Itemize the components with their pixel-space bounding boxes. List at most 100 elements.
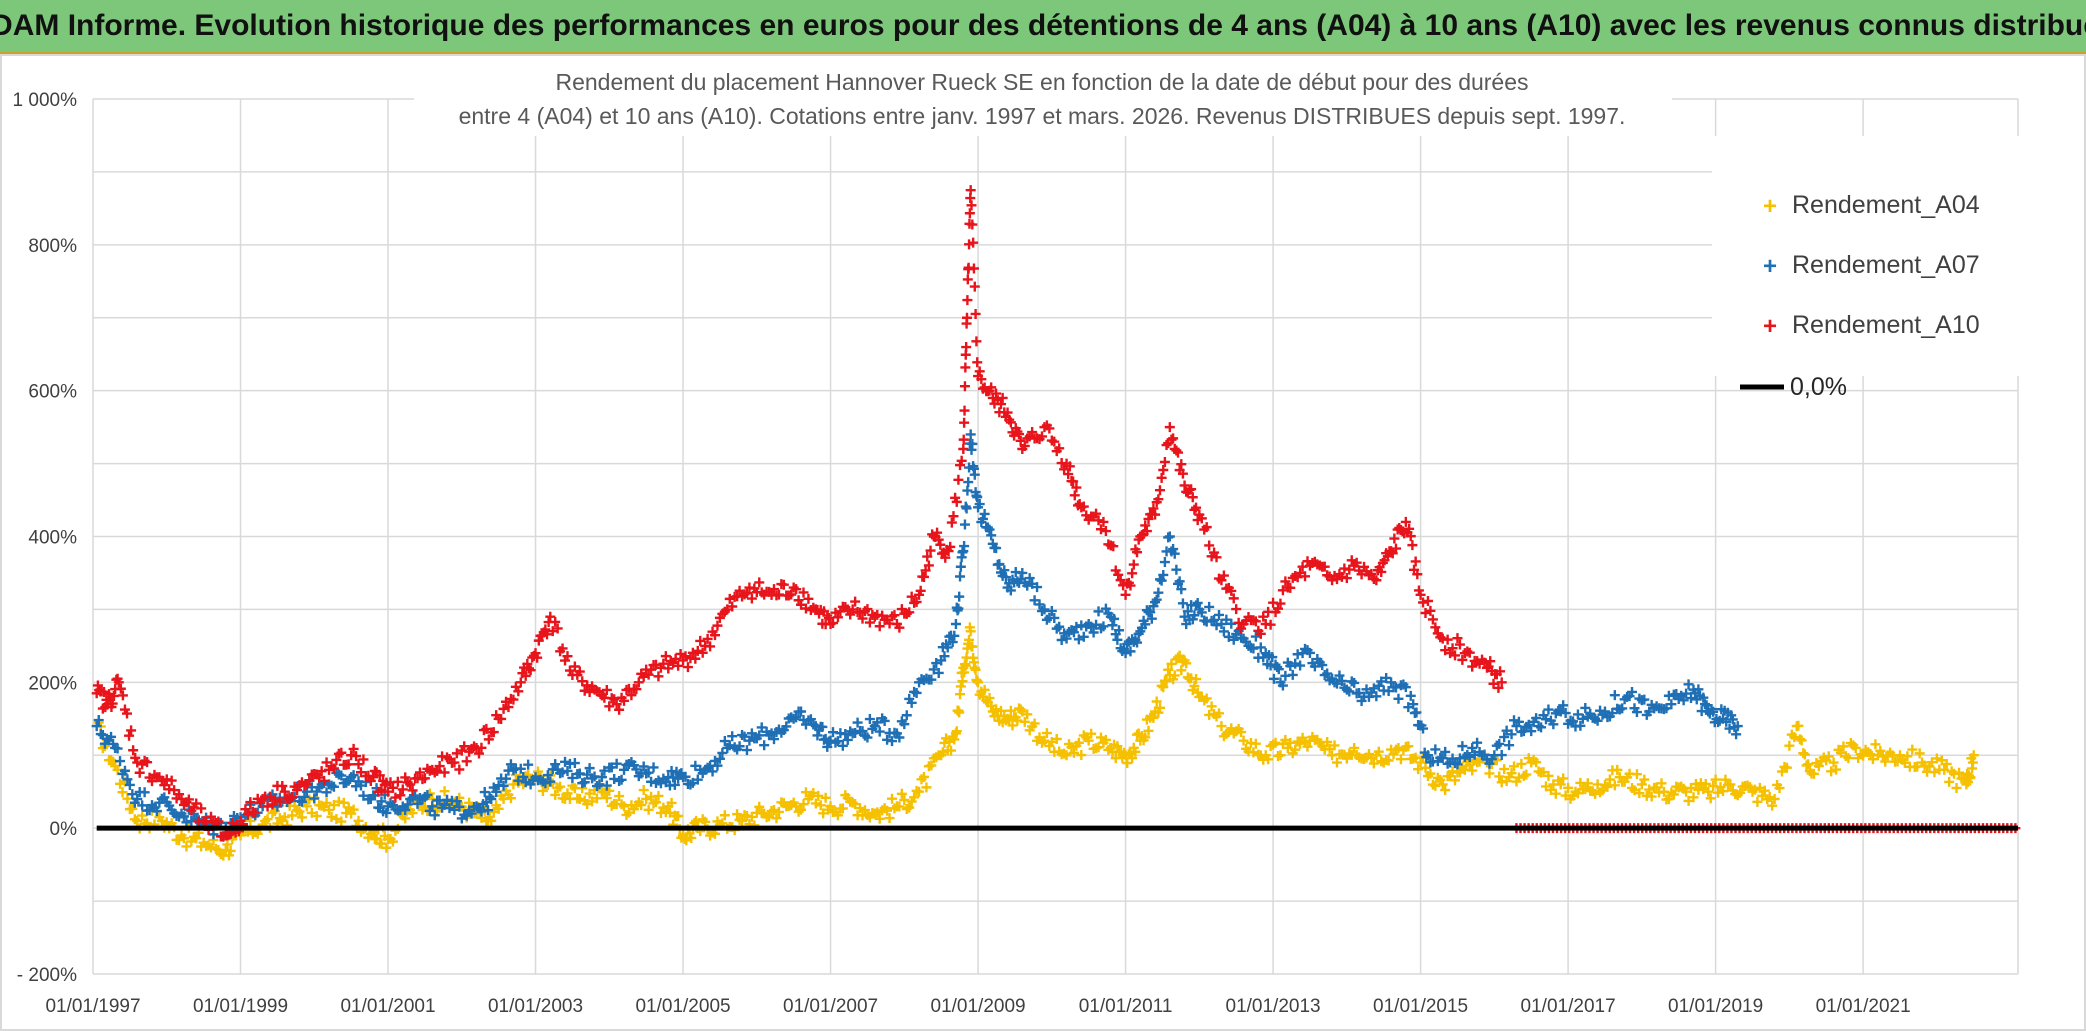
rendement-a07-point [400,805,411,816]
rendement-a04-point [837,803,848,814]
rendement-a10-point [363,770,374,781]
rendement-a04-point [1521,769,1532,780]
rendement-a04-point [614,791,625,802]
rendement-a07-point [707,766,718,777]
rendement-a04-point [1413,764,1424,775]
rendement-a07-point [1440,746,1451,757]
rendement-a10-point [540,624,551,635]
rendement-a04-point [1068,747,1079,758]
rendement-a07-point [137,800,148,811]
rendement-a04-point [798,799,809,810]
rendement-a07-point [874,726,885,737]
rendement-a04-point [1965,772,1976,783]
rendement-a07-point [994,559,1005,570]
rendement-a07-point [579,777,590,788]
rendement-a04-point [973,677,984,688]
rendement-a04-point [1870,739,1881,750]
rendement-a04-point [949,734,960,745]
rendement-a07-point [1526,726,1537,737]
rendement-a10-point [918,571,929,582]
rendement-a10-point [542,629,553,640]
rendement-a10-point [680,651,691,662]
x-tick-label: 01/01/2021 [1816,996,1911,1017]
rendement-a04-point [550,789,561,800]
rendement-a07-point [1575,720,1586,731]
rendement-a07-point [429,810,440,821]
rendement-a10-point [397,784,408,795]
rendement-a04-point [1931,753,1942,764]
rendement-a07-point [1418,723,1429,734]
rendement-a10-point [970,308,981,319]
rendement-a04-point [887,793,898,804]
rendement-a07-point [1196,607,1207,618]
rendement-a04-point [1140,732,1151,743]
rendement-a10-point [374,770,385,781]
x-tick-label: 01/01/1999 [193,996,288,1017]
rendement-a07-point [1371,691,1382,702]
rendement-a07-point [1430,744,1441,755]
rendement-a04-point [754,801,765,812]
rendement-a07-point [328,781,339,792]
rendement-a04-point [1590,788,1601,799]
rendement-a10-point [803,593,814,604]
rendement-a07-point [1218,626,1229,637]
rendement-a10-point [828,617,839,628]
rendement-a04-point [1029,718,1040,729]
rendement-a10-point [962,274,973,285]
rendement-a10-point [533,635,544,646]
rendement-a07-point [1046,605,1057,616]
rendement-a07-point [1277,680,1288,691]
rendement-a07-point [1437,753,1448,764]
rendement-a04-point [1083,735,1094,746]
rendement-a10-point [1442,634,1453,645]
rendement-a04-point [1250,738,1261,749]
rendement-a10-point [695,635,706,646]
rendement-a10-point [964,208,975,219]
rendement-a10-point [1161,440,1172,451]
rendement-a04-point [1509,761,1520,772]
rendement-a10-point [769,584,780,595]
rendement-a04-point [1191,674,1202,685]
rendement-a04-point [813,790,824,801]
rendement-a04-point [1793,720,1804,731]
rendement-a10-point [611,699,622,710]
rendement-a10-point [1204,540,1215,551]
rendement-a10-point [1127,568,1138,579]
rendement-a04-point [1602,781,1613,792]
rendement-a07-point [1568,716,1579,727]
rendement-a07-point [569,758,580,769]
rendement-a07-point [486,794,497,804]
rendement-a07-point [1558,700,1569,711]
rendement-a07-point [1393,693,1404,704]
rendement-a10-point [1272,603,1283,614]
rendement-a10-point [1176,459,1187,470]
rendement-a10-point [287,792,298,803]
rendement-a10-point [1063,469,1074,480]
rendement-a04-point [951,726,962,737]
rendement-a10-point [319,775,330,786]
rendement-a04-point [855,803,866,814]
rendement-a04-point [1796,735,1807,746]
rendement-a10-point [968,263,979,274]
rendement-a10-point [166,775,177,786]
rendement-a04-point [1420,762,1431,773]
rendement-a10-point [850,596,861,607]
rendement-a04-point [178,833,189,844]
rendement-a10-point [348,743,359,754]
rendement-a04-point [1769,794,1780,804]
rendement-a10-point [1177,468,1188,479]
rendement-a10-point [724,593,735,604]
rendement-a10-point [107,698,118,709]
rendement-a10-point [951,496,962,507]
rendement-a04-point [321,798,332,809]
rendement-a04-point [1019,716,1030,727]
rendement-a07-point [1272,662,1283,673]
rendement-a04-point [700,816,711,827]
rendement-a10-point [358,754,369,765]
rendement-a04-point [1531,757,1542,768]
rendement-a07-point [1174,576,1185,587]
rendement-a04-point [979,684,990,695]
rendement-a04-point [1216,721,1227,732]
rendement-a10-point [1132,547,1143,558]
y-tick-label: 200% [28,673,77,694]
